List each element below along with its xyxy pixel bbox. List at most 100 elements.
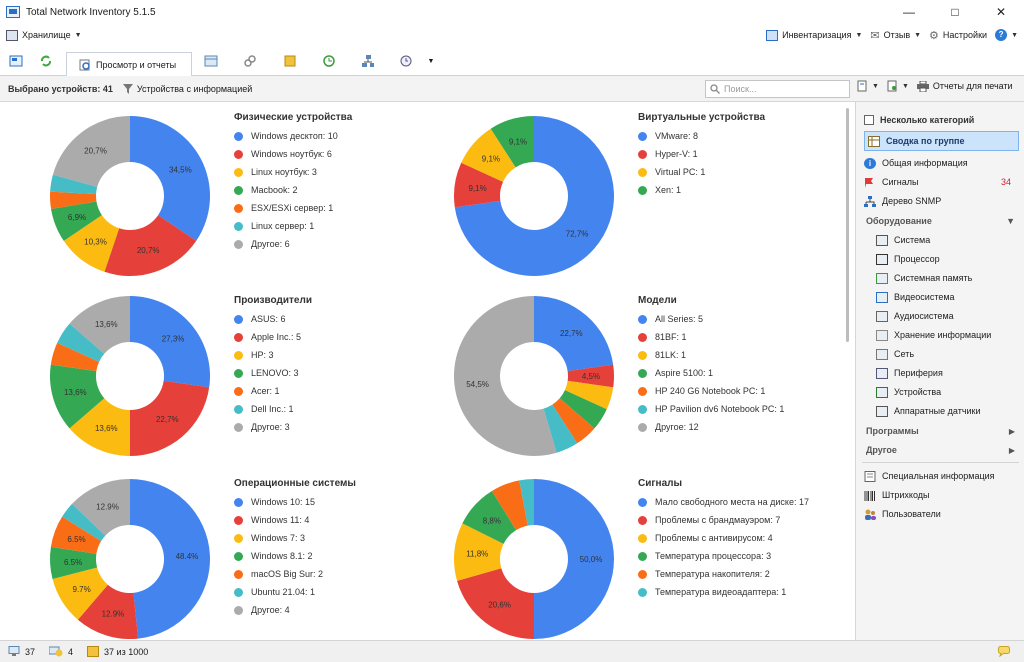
- legend-item[interactable]: ESX/ESXi сервер: 1: [234, 202, 338, 214]
- sidebar-item-hw-0[interactable]: Система: [876, 231, 1024, 249]
- chat-icon[interactable]: [998, 646, 1010, 659]
- vertical-scrollbar[interactable]: [843, 102, 853, 640]
- donut-slice[interactable]: [552, 398, 595, 444]
- legend-item[interactable]: Acer: 1: [234, 385, 301, 397]
- legend-item[interactable]: Windows 11: 4: [234, 514, 323, 526]
- sidebar-item-general-info[interactable]: i Общая информация: [864, 154, 1019, 172]
- scrollbar-thumb[interactable]: [846, 108, 849, 342]
- sidebar-item-hw-1[interactable]: Процессор: [876, 250, 1024, 268]
- tab-links[interactable]: [242, 54, 258, 68]
- legend-item[interactable]: macOS Big Sur: 2: [234, 568, 323, 580]
- legend-item[interactable]: Linux ноутбук: 3: [234, 166, 338, 178]
- legend-item[interactable]: LENOVO: 3: [234, 367, 301, 379]
- donut-slice[interactable]: [461, 128, 516, 182]
- legend-item[interactable]: Windows 8.1: 2: [234, 550, 323, 562]
- hardware-section-header[interactable]: Оборудование ▼: [866, 212, 1021, 230]
- donut-slice[interactable]: [457, 568, 534, 639]
- inventory-menu[interactable]: Инвентаризация ▼: [766, 29, 862, 41]
- storage-menu[interactable]: Хранилище ▼: [6, 29, 82, 41]
- donut-slice[interactable]: [51, 201, 102, 241]
- donut-slice[interactable]: [50, 364, 105, 429]
- export-options-button[interactable]: ▼: [887, 80, 909, 92]
- donut-slice[interactable]: [559, 390, 607, 429]
- sidebar-item-snmp-tree[interactable]: Дерево SNMP: [864, 192, 1019, 210]
- donut-slice[interactable]: [564, 380, 614, 410]
- legend-item[interactable]: Проблемы с брандмауэром: 7: [638, 514, 809, 526]
- legend-item[interactable]: Ubuntu 21.04: 1: [234, 586, 323, 598]
- donut-slice[interactable]: [57, 323, 105, 362]
- donut-slice[interactable]: [62, 503, 106, 542]
- tab-licenses[interactable]: [282, 54, 298, 68]
- settings-menu[interactable]: ⚙ Настройки: [929, 29, 987, 42]
- donut-slice[interactable]: [69, 296, 130, 354]
- legend-item[interactable]: Windows ноутбук: 6: [234, 148, 338, 160]
- sidebar-item-special-info[interactable]: Специальная информация: [864, 467, 1019, 485]
- donut-slice[interactable]: [52, 116, 130, 187]
- donut-slice[interactable]: [130, 479, 210, 639]
- donut-slice[interactable]: [50, 546, 98, 580]
- tab-view-reports[interactable]: Просмотр и отчеты: [66, 52, 192, 77]
- legend-item[interactable]: ASUS: 6: [234, 313, 301, 325]
- legend-item[interactable]: Температура накопителя: 2: [638, 568, 809, 580]
- sidebar-item-hw-8[interactable]: Устройства: [876, 383, 1024, 401]
- legend-item[interactable]: Linux сервер: 1: [234, 220, 338, 232]
- maximize-button[interactable]: □: [951, 5, 959, 19]
- minimize-button[interactable]: —: [903, 5, 915, 19]
- legend-item[interactable]: Проблемы с антивирусом: 4: [638, 532, 809, 544]
- donut-slice[interactable]: [50, 191, 97, 209]
- programs-section-header[interactable]: Программы ▶: [866, 422, 1021, 440]
- sidebar-item-alerts[interactable]: Сигналы 34: [864, 173, 1019, 191]
- donut-slice[interactable]: [130, 296, 210, 388]
- legend-item[interactable]: Apple Inc.: 5: [234, 331, 301, 343]
- filter-button[interactable]: Устройства с информацией: [122, 83, 252, 94]
- legend-item[interactable]: Температура процессора: 3: [638, 550, 809, 562]
- sidebar-item-hw-7[interactable]: Периферия: [876, 364, 1024, 382]
- checkbox[interactable]: [864, 115, 874, 125]
- legend-item[interactable]: Windows 7: 3: [234, 532, 323, 544]
- print-reports-button[interactable]: Отчеты для печати: [916, 80, 1013, 92]
- donut-slice[interactable]: [77, 584, 139, 639]
- sidebar-item-hw-9[interactable]: Аппаратные датчики: [876, 402, 1024, 420]
- tab-network-scan[interactable]: [8, 54, 24, 68]
- legend-item[interactable]: Dell Inc.: 1: [234, 403, 301, 415]
- donut-slice[interactable]: [130, 380, 210, 456]
- sidebar-item-hw-3[interactable]: Видеосистема: [876, 288, 1024, 306]
- legend-item[interactable]: Xen: 1: [638, 184, 705, 196]
- donut-slice[interactable]: [454, 162, 504, 208]
- legend-item[interactable]: Virtual PC: 1: [638, 166, 705, 178]
- legend-item[interactable]: Windows десктоп: 10: [234, 130, 338, 142]
- sidebar-item-hw-6[interactable]: Сеть: [876, 345, 1024, 363]
- sidebar-item-users[interactable]: Пользователи: [864, 505, 1019, 523]
- other-section-header[interactable]: Другое ▶: [866, 441, 1021, 459]
- donut-slice[interactable]: [519, 479, 534, 526]
- sidebar-item-group-summary[interactable]: Сводка по группе: [864, 131, 1019, 151]
- tab-refresh[interactable]: [38, 54, 54, 68]
- donut-slice[interactable]: [69, 398, 130, 456]
- donut-slice[interactable]: [50, 174, 98, 195]
- legend-item[interactable]: Другое: 3: [234, 421, 301, 433]
- legend-item[interactable]: 81LK: 1: [638, 349, 784, 361]
- legend-item[interactable]: Aspire 5100: 1: [638, 367, 784, 379]
- donut-slice[interactable]: [462, 490, 517, 544]
- donut-slice[interactable]: [567, 364, 614, 388]
- legend-item[interactable]: HP 240 G6 Notebook PC: 1: [638, 385, 784, 397]
- legend-item[interactable]: Hyper-V: 1: [638, 148, 705, 160]
- legend-item[interactable]: Мало свободного места на диске: 17: [638, 496, 809, 508]
- donut-slice[interactable]: [534, 296, 614, 372]
- legend-item[interactable]: Macbook: 2: [234, 184, 338, 196]
- export-button[interactable]: ▼: [857, 80, 879, 92]
- feedback-menu[interactable]: ✉ Отзыв ▼: [870, 29, 921, 42]
- sidebar-item-hw-5[interactable]: Хранение информации: [876, 326, 1024, 344]
- tab-schedule[interactable]: [398, 54, 414, 68]
- donut-slice[interactable]: [454, 296, 557, 456]
- sidebar-item-barcodes[interactable]: Штрихкоды: [864, 486, 1019, 504]
- legend-item[interactable]: Другое: 6: [234, 238, 338, 250]
- legend-item[interactable]: All Series: 5: [638, 313, 784, 325]
- donut-slice[interactable]: [490, 116, 534, 168]
- help-menu[interactable]: ? ▼: [995, 29, 1018, 41]
- tabs-overflow-chevron-icon[interactable]: ▼: [427, 57, 435, 65]
- search-input[interactable]: Поиск...: [705, 80, 850, 98]
- donut-slice[interactable]: [534, 479, 614, 639]
- close-button[interactable]: ✕: [995, 5, 1007, 19]
- legend-item[interactable]: HP Pavilion dv6 Notebook PC: 1: [638, 403, 784, 415]
